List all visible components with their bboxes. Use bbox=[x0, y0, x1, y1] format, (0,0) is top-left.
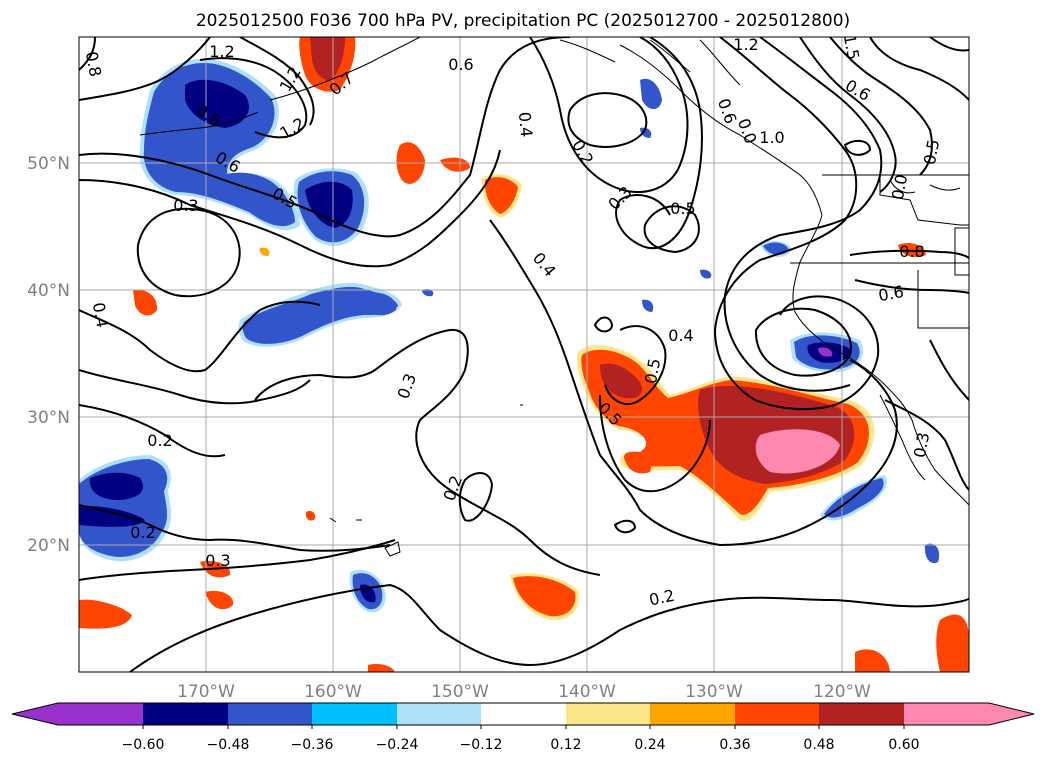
colorbar-segment bbox=[228, 703, 314, 725]
colorbar-segment bbox=[58, 703, 144, 725]
contour-label: 0.8 bbox=[899, 242, 924, 261]
colorbar-extend-min bbox=[12, 703, 58, 725]
longitude-tick-label: 160°W bbox=[304, 682, 362, 702]
contour-label: 1.2 bbox=[733, 35, 758, 54]
contour-label: 1.5 bbox=[840, 33, 863, 61]
colorbar-tick-label: −0.48 bbox=[207, 737, 250, 753]
longitude-axis: 170°W 160°W 150°W 140°W 130°W 120°W bbox=[177, 682, 871, 702]
contour-label: 1.0 bbox=[759, 128, 784, 147]
colorbar-extend-max bbox=[989, 703, 1034, 725]
contour-label: 0.6 bbox=[448, 55, 473, 74]
colorbar-tick-label: −0.24 bbox=[376, 737, 419, 753]
colorbar: −0.60 −0.48 −0.36 −0.24 −0.12 0.12 0.24 … bbox=[11, 702, 1035, 753]
map-frame bbox=[78, 36, 970, 673]
colorbar-tick-label: −0.60 bbox=[122, 737, 165, 753]
graticule bbox=[79, 37, 969, 672]
contour-labels: 1.2 0.6 1.2 1.5 0.8 0.7 1.2 0.6 0.6 0.5 … bbox=[82, 33, 943, 610]
contour-label: 0.6 bbox=[877, 282, 905, 305]
latitude-tick-label: 20°N bbox=[27, 536, 70, 556]
longitude-tick-label: 140°W bbox=[558, 682, 616, 702]
contour-label: 0.2 bbox=[647, 586, 676, 610]
colorbar-segment bbox=[143, 703, 229, 725]
contour-label: 1.2 bbox=[209, 42, 234, 61]
colorbar-segment bbox=[397, 703, 483, 725]
contour-label: 0.2 bbox=[147, 431, 172, 450]
pv-contours bbox=[79, 37, 969, 672]
contour-label: 0.3 bbox=[205, 551, 230, 570]
contour-label: 0.8 bbox=[82, 50, 105, 78]
map-plot-area: 1.2 0.6 1.2 1.5 0.8 0.7 1.2 0.6 0.6 0.5 … bbox=[79, 33, 969, 672]
latitude-tick-label: 30°N bbox=[27, 408, 70, 428]
longitude-tick-label: 120°W bbox=[813, 682, 871, 702]
colorbar-outline bbox=[11, 702, 1035, 726]
colorbar-segment bbox=[819, 703, 905, 725]
contour-label: 0.5 bbox=[920, 138, 943, 166]
colorbar-segment bbox=[904, 703, 990, 725]
colorbar-segment bbox=[481, 703, 567, 725]
colorbar-segment bbox=[650, 703, 736, 725]
map-title: 2025012500 F036 700 hPa PV, precipitatio… bbox=[196, 11, 850, 31]
latitude-axis: 50°N 40°N 30°N 20°N bbox=[27, 154, 70, 556]
longitude-tick-label: 130°W bbox=[685, 682, 743, 702]
contour-label: 0.4 bbox=[668, 326, 693, 345]
longitude-tick-label: 150°W bbox=[431, 682, 489, 702]
colorbar-segment bbox=[735, 703, 821, 725]
negative-anomaly-fill bbox=[79, 58, 940, 613]
colorbar-tick-label: 0.24 bbox=[634, 737, 665, 753]
coastlines bbox=[139, 37, 969, 557]
colorbar-tick-label: 0.60 bbox=[888, 737, 919, 753]
contour-label: 0.4 bbox=[89, 301, 112, 329]
contour-label: 0.3 bbox=[173, 196, 198, 215]
longitude-tick-label: 170°W bbox=[177, 682, 235, 702]
contour-label: 0.5 bbox=[670, 199, 695, 218]
contour-label: 0.3 bbox=[910, 431, 933, 459]
latitude-tick-label: 40°N bbox=[27, 281, 70, 301]
colorbar-tick-label: −0.12 bbox=[460, 737, 503, 753]
contour-label: 0.2 bbox=[130, 523, 155, 542]
colorbar-segment bbox=[566, 703, 652, 725]
contour-label: 0.4 bbox=[515, 111, 536, 138]
colorbar-tick-label: 0.12 bbox=[550, 737, 581, 753]
contour-label: 0.5 bbox=[641, 357, 664, 385]
colorbar-tick-label: −0.36 bbox=[291, 737, 334, 753]
colorbar-tick-label: 0.48 bbox=[803, 737, 834, 753]
colorbar-tick-label: 0.36 bbox=[719, 737, 750, 753]
contour-label: 0.0 bbox=[888, 173, 911, 201]
latitude-tick-label: 50°N bbox=[27, 154, 70, 174]
colorbar-segment bbox=[312, 703, 398, 725]
